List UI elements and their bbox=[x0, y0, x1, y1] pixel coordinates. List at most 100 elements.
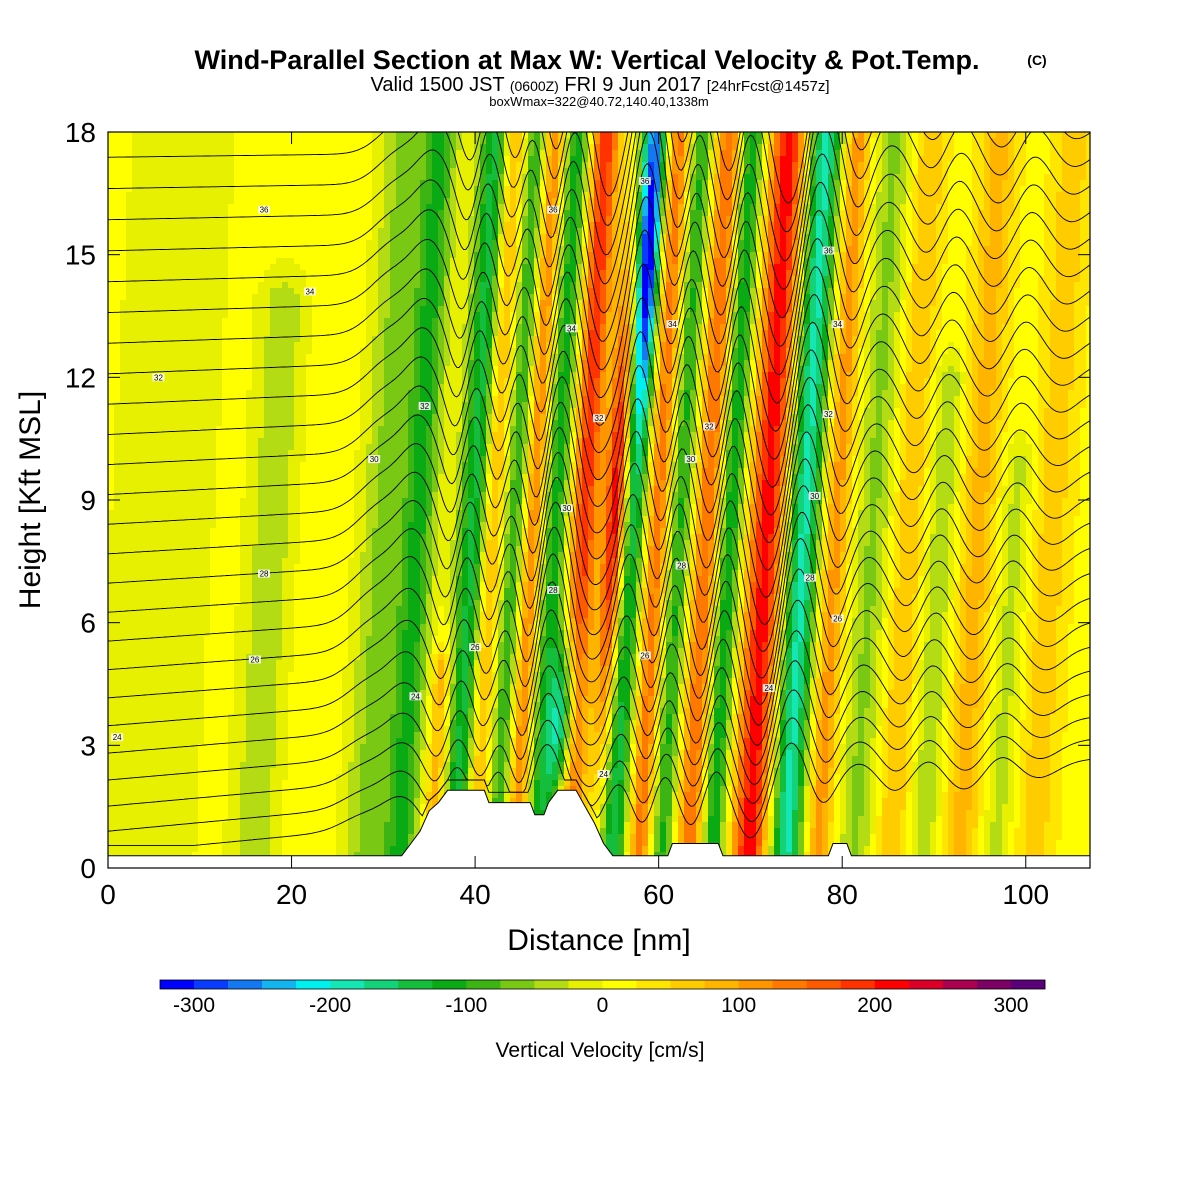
field-cell bbox=[438, 174, 445, 181]
field-cell bbox=[354, 210, 361, 217]
field-cell bbox=[138, 282, 145, 289]
field-cell bbox=[846, 216, 853, 223]
field-cell bbox=[924, 258, 931, 265]
field-cell bbox=[984, 168, 991, 175]
field-cell bbox=[168, 204, 175, 211]
field-cell bbox=[654, 174, 661, 181]
field-cell bbox=[978, 288, 985, 295]
field-cell bbox=[1020, 288, 1027, 295]
field-cell bbox=[342, 192, 349, 199]
field-cell bbox=[1050, 282, 1057, 289]
field-cell bbox=[174, 270, 181, 277]
field-cell bbox=[186, 306, 193, 313]
field-cell bbox=[402, 150, 409, 157]
field-cell bbox=[462, 264, 469, 271]
field-cell bbox=[1002, 306, 1009, 313]
field-cell bbox=[528, 216, 535, 223]
field-cell bbox=[882, 264, 889, 271]
field-cell bbox=[1086, 294, 1093, 301]
field-cell bbox=[414, 276, 421, 283]
field-cell bbox=[180, 312, 187, 319]
field-cell bbox=[570, 192, 577, 199]
field-cell bbox=[1050, 240, 1057, 247]
field-cell bbox=[1062, 162, 1069, 169]
field-cell bbox=[198, 156, 205, 163]
field-cell bbox=[432, 258, 439, 265]
field-cell bbox=[270, 192, 277, 199]
field-cell bbox=[978, 264, 985, 271]
field-cell bbox=[108, 204, 115, 211]
field-cell bbox=[504, 258, 511, 265]
field-cell bbox=[150, 180, 157, 187]
field-cell bbox=[930, 144, 937, 151]
field-cell bbox=[894, 156, 901, 163]
field-cell bbox=[990, 300, 997, 307]
field-cell bbox=[426, 210, 433, 217]
field-cell bbox=[858, 132, 865, 139]
field-cell bbox=[528, 132, 535, 139]
field-cell bbox=[330, 156, 337, 163]
field-cell bbox=[978, 168, 985, 175]
field-cell bbox=[684, 210, 691, 217]
field-cell bbox=[936, 246, 943, 253]
field-cell bbox=[552, 156, 559, 163]
field-cell bbox=[438, 270, 445, 277]
field-cell bbox=[786, 144, 793, 151]
field-cell bbox=[582, 156, 589, 163]
field-cell bbox=[138, 198, 145, 205]
field-cell bbox=[1056, 228, 1063, 235]
field-cell bbox=[210, 270, 217, 277]
field-cell bbox=[360, 192, 367, 199]
field-cell bbox=[774, 192, 781, 199]
field-cell bbox=[366, 240, 373, 247]
field-cell bbox=[972, 270, 979, 277]
field-cell bbox=[786, 222, 793, 229]
field-cell bbox=[330, 264, 337, 271]
field-cell bbox=[270, 198, 277, 205]
field-cell bbox=[534, 204, 541, 211]
field-cell bbox=[930, 228, 937, 235]
field-cell bbox=[324, 180, 331, 187]
field-cell bbox=[396, 306, 403, 313]
field-cell bbox=[1068, 144, 1075, 151]
field-cell bbox=[576, 174, 583, 181]
field-cell bbox=[528, 162, 535, 169]
field-cell bbox=[984, 276, 991, 283]
field-cell bbox=[744, 276, 751, 283]
field-cell bbox=[360, 312, 367, 319]
field-cell bbox=[318, 246, 325, 253]
field-cell bbox=[330, 240, 337, 247]
field-cell bbox=[582, 300, 589, 307]
field-cell bbox=[858, 234, 865, 241]
field-cell bbox=[1068, 282, 1075, 289]
field-cell bbox=[144, 138, 151, 145]
field-cell bbox=[642, 156, 649, 163]
field-cell bbox=[750, 216, 757, 223]
field-cell bbox=[228, 222, 235, 229]
field-cell bbox=[168, 282, 175, 289]
field-cell bbox=[222, 282, 229, 289]
field-cell bbox=[744, 228, 751, 235]
field-cell bbox=[192, 180, 199, 187]
field-cell bbox=[1014, 216, 1021, 223]
field-cell bbox=[156, 312, 163, 319]
field-cell bbox=[120, 132, 127, 139]
field-cell bbox=[1038, 258, 1045, 265]
field-cell bbox=[270, 174, 277, 181]
field-cell bbox=[108, 258, 115, 265]
field-cell bbox=[336, 234, 343, 241]
field-cell bbox=[882, 192, 889, 199]
field-cell bbox=[744, 240, 751, 247]
field-cell bbox=[186, 252, 193, 259]
field-cell bbox=[1086, 282, 1093, 289]
field-cell bbox=[996, 162, 1003, 169]
field-cell bbox=[594, 162, 601, 169]
field-cell bbox=[792, 132, 799, 139]
field-cell bbox=[786, 264, 793, 271]
field-cell bbox=[600, 270, 607, 277]
field-cell bbox=[210, 294, 217, 301]
field-cell bbox=[132, 186, 139, 193]
field-cell bbox=[564, 282, 571, 289]
field-cell bbox=[1050, 246, 1057, 253]
field-cell bbox=[432, 186, 439, 193]
